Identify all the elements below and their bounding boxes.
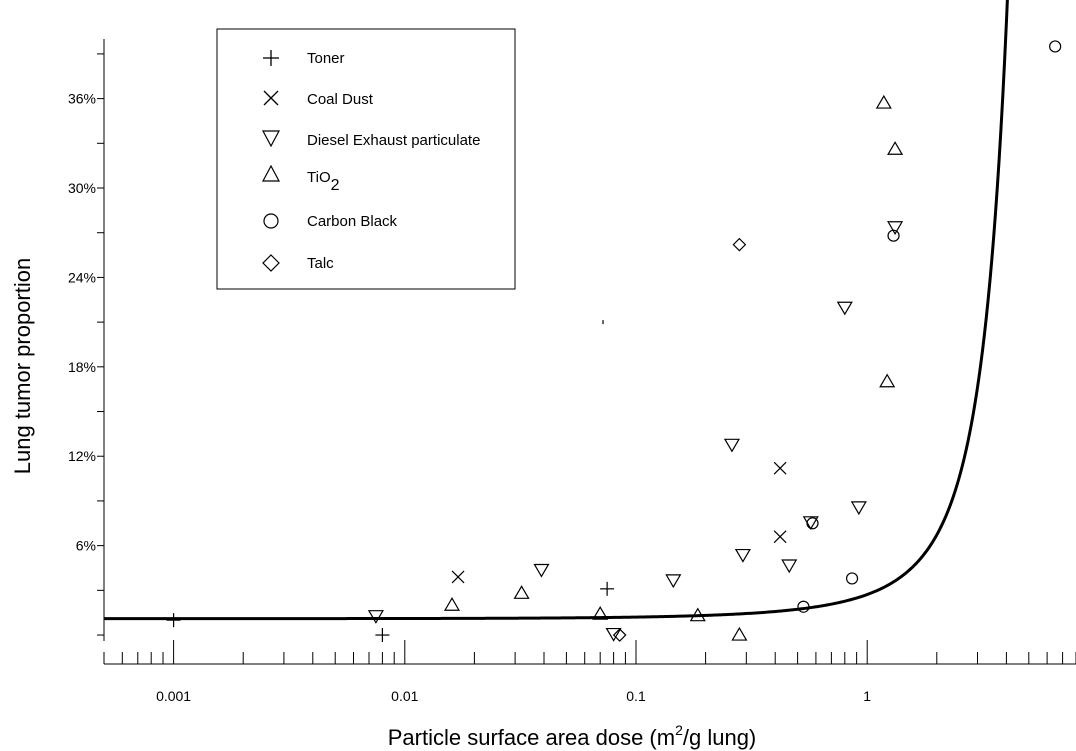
legend-item-talc: Talc <box>262 254 334 272</box>
legend-box <box>216 28 516 290</box>
triangle-up-point <box>875 94 892 109</box>
diamond-point <box>612 628 627 642</box>
superscript: 2 <box>675 722 683 738</box>
fit-curve <box>104 0 1009 621</box>
legend-item-tio2: TiO2 <box>262 164 340 194</box>
y-tick-label: 30% <box>68 180 96 196</box>
plus-point <box>375 628 390 643</box>
x-axis-title: Particle surface area dose (m2/g lung) <box>388 722 757 750</box>
legend-label: Diesel Exhaust particulate <box>307 132 480 149</box>
y-tick-label: 12% <box>68 448 96 464</box>
legend-label: TiO2 <box>307 169 340 194</box>
diamond-point <box>732 237 747 252</box>
y-tick-label: 6% <box>76 538 96 554</box>
subscript: 2 <box>331 177 340 194</box>
circle-point <box>1049 40 1062 53</box>
legend-label: Coal Dust <box>307 91 374 108</box>
plus-point <box>166 613 181 628</box>
legend-item-diesel: Diesel Exhaust particulate <box>262 130 480 149</box>
x-point <box>773 530 787 544</box>
legend-label: Talc <box>307 255 334 272</box>
triangle-up-point <box>887 141 904 155</box>
circle-point <box>806 517 819 530</box>
x-ticks: 0.001 0.01 0.1 1 <box>103 640 1076 704</box>
x-point <box>451 570 465 584</box>
legend: Toner Coal Dust Diesel Exhaust particula… <box>216 28 516 290</box>
plus-marker-icon <box>263 50 279 66</box>
triangle-down-point <box>850 501 867 516</box>
triangle-up-point <box>513 585 530 599</box>
triangle-down-point <box>665 574 682 589</box>
triangle-up-marker-icon <box>262 164 280 182</box>
circle-point <box>797 600 810 613</box>
circle-point <box>887 229 900 242</box>
triangle-down-point <box>781 559 798 574</box>
circle-point <box>845 572 859 585</box>
y-tick-label: 36% <box>68 91 96 107</box>
x-tick-label: 0.001 <box>156 688 191 704</box>
legend-label: Toner <box>307 50 345 67</box>
y-ticks: 6% 12% 18% 24% 30% 36% <box>68 53 104 636</box>
y-axis-title: Lung tumor proportion <box>10 258 35 474</box>
x-point <box>773 461 787 475</box>
plus-point <box>600 581 615 596</box>
y-tick-label: 24% <box>68 269 96 285</box>
axes <box>103 39 1076 665</box>
triangle-down-point <box>836 301 853 316</box>
triangle-up-point <box>689 607 706 622</box>
triangle-down-point <box>533 563 550 578</box>
x-marker-icon <box>263 90 279 106</box>
triangle-up-point <box>879 373 896 388</box>
legend-item-carbon-black: Carbon Black <box>263 213 398 230</box>
data-points <box>166 40 1062 643</box>
legend-item-coal-dust: Coal Dust <box>263 90 374 108</box>
triangle-down-marker-icon <box>262 130 280 148</box>
triangle-up-point <box>731 626 748 641</box>
triangle-up-point <box>443 597 461 611</box>
triangle-down-point <box>367 610 384 624</box>
triangle-down-point <box>723 438 740 453</box>
triangle-down-point <box>605 627 622 642</box>
legend-item-toner: Toner <box>263 50 345 67</box>
diamond-marker-icon <box>262 254 280 272</box>
circle-marker-icon <box>263 213 279 229</box>
legend-label: Carbon Black <box>307 213 398 230</box>
x-tick-label: 0.1 <box>626 688 646 704</box>
x-tick-label: 0.01 <box>391 688 418 704</box>
x-tick-label: 1 <box>863 688 871 704</box>
triangle-down-point <box>734 548 751 563</box>
triangle-up-point <box>592 605 609 620</box>
triangle-down-point <box>887 221 904 235</box>
y-tick-label: 18% <box>68 359 96 375</box>
